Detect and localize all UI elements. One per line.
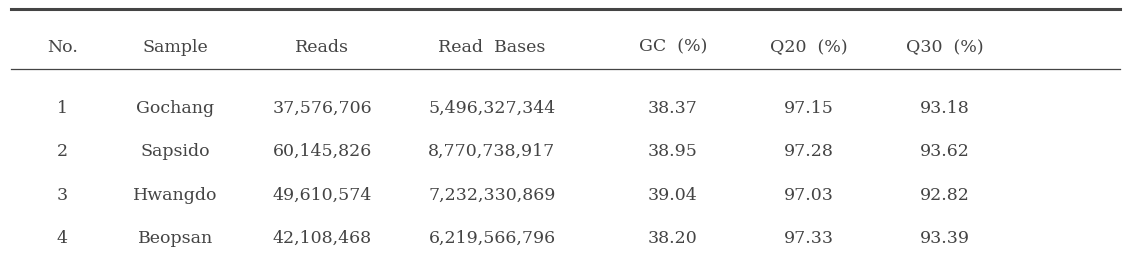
- Text: Q20  (%): Q20 (%): [770, 39, 847, 55]
- Text: 2: 2: [57, 143, 68, 160]
- Text: 42,108,468: 42,108,468: [273, 229, 372, 246]
- Text: Sapsido: Sapsido: [140, 143, 210, 160]
- Text: 60,145,826: 60,145,826: [273, 143, 372, 160]
- Text: 39.04: 39.04: [648, 186, 698, 203]
- Text: Gochang: Gochang: [136, 100, 215, 116]
- Text: 97.33: 97.33: [784, 229, 834, 246]
- Text: 93.18: 93.18: [920, 100, 969, 116]
- Text: 37,576,706: 37,576,706: [273, 100, 372, 116]
- Text: 8,770,738,917: 8,770,738,917: [429, 143, 555, 160]
- Text: 38.37: 38.37: [648, 100, 698, 116]
- Text: 49,610,574: 49,610,574: [273, 186, 372, 203]
- Text: No.: No.: [46, 39, 78, 55]
- Text: Reads: Reads: [295, 39, 349, 55]
- Text: 38.95: 38.95: [648, 143, 698, 160]
- Text: 92.82: 92.82: [920, 186, 969, 203]
- Text: 6,219,566,796: 6,219,566,796: [429, 229, 555, 246]
- Text: 3: 3: [57, 186, 68, 203]
- Text: 97.15: 97.15: [784, 100, 834, 116]
- Text: 97.28: 97.28: [784, 143, 834, 160]
- Text: 97.03: 97.03: [784, 186, 834, 203]
- Text: Read  Bases: Read Bases: [439, 39, 545, 55]
- Text: 5,496,327,344: 5,496,327,344: [429, 100, 555, 116]
- Text: Sample: Sample: [143, 39, 208, 55]
- Text: Hwangdo: Hwangdo: [133, 186, 217, 203]
- Text: 1: 1: [57, 100, 68, 116]
- Text: GC  (%): GC (%): [639, 39, 707, 55]
- Text: Q30  (%): Q30 (%): [906, 39, 983, 55]
- Text: 93.39: 93.39: [920, 229, 969, 246]
- Text: 7,232,330,869: 7,232,330,869: [429, 186, 555, 203]
- Text: 38.20: 38.20: [648, 229, 698, 246]
- Text: 4: 4: [57, 229, 68, 246]
- Text: Beopsan: Beopsan: [138, 229, 213, 246]
- Text: 93.62: 93.62: [920, 143, 969, 160]
